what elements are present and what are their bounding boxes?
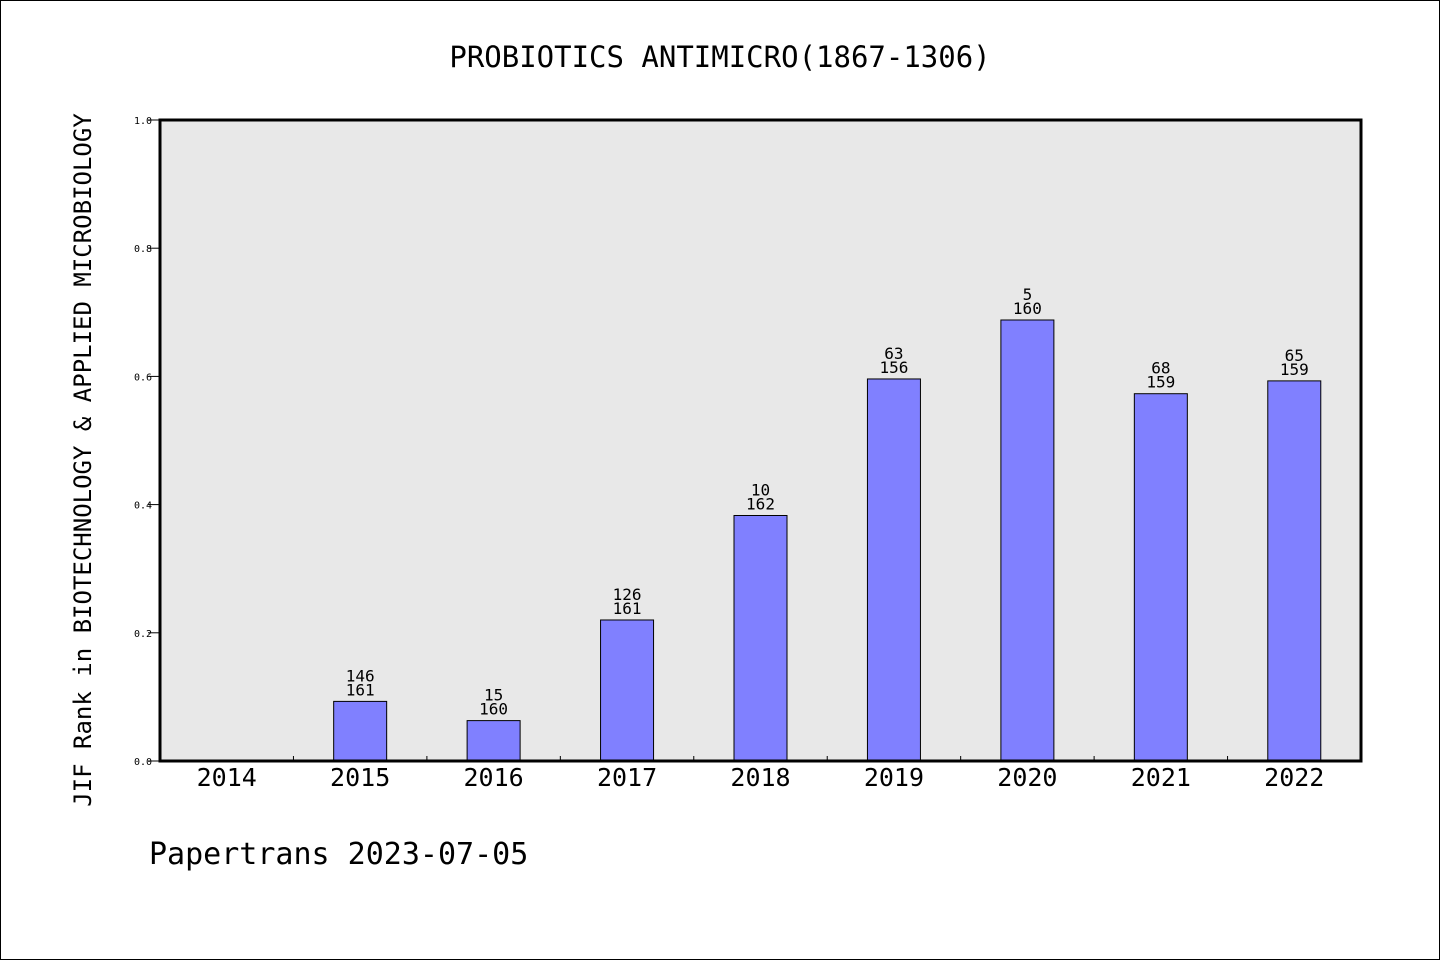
chart-title: PROBIOTICS ANTIMICRO(1867-1306)	[449, 40, 990, 74]
x-tick-label: 2014	[197, 763, 257, 792]
y-tick-label: 0.8	[134, 244, 152, 255]
total-label: 160	[479, 700, 508, 719]
rank-label: 10	[751, 480, 770, 499]
bar	[1000, 319, 1055, 762]
rank-label: 146	[346, 666, 375, 685]
x-tick-label: 2015	[330, 763, 390, 792]
bar	[866, 378, 921, 762]
total-label: 159	[1146, 373, 1175, 392]
y-axis-label: JIF Rank in BIOTECHNOLOGY & APPLIED MICR…	[69, 113, 97, 807]
x-tick-label: 2020	[997, 763, 1057, 792]
x-tick-label: 2016	[464, 763, 524, 792]
bar	[600, 619, 655, 762]
x-tick-label: 2019	[864, 763, 924, 792]
y-tick-label: 0.4	[134, 501, 152, 512]
total-label: 159	[1280, 360, 1309, 379]
y-tick-label: 0.6	[134, 372, 152, 383]
total-label: 160	[1013, 299, 1042, 318]
y-tick-label: 1.0	[134, 116, 152, 127]
rank-label: 5	[1023, 285, 1033, 304]
total-label: 162	[746, 494, 775, 513]
total-label: 156	[879, 358, 908, 377]
total-label: 161	[613, 599, 642, 618]
bar	[1267, 380, 1322, 762]
x-tick-label: 2018	[730, 763, 790, 792]
rank-label: 65	[1285, 346, 1304, 365]
bar	[733, 514, 788, 762]
x-tick-label: 2021	[1131, 763, 1191, 792]
rank-label: 15	[484, 686, 503, 705]
y-tick-label: 0.2	[134, 629, 152, 640]
footer-credit: Papertrans 2023-07-05	[149, 837, 528, 872]
bars-layer	[333, 319, 1322, 762]
ticks-layer	[148, 119, 1229, 762]
plot-border	[158, 118, 1363, 763]
rank-label: 68	[1151, 359, 1170, 378]
y-tick-label: 0.0	[134, 757, 152, 768]
x-tick-label: 2022	[1264, 763, 1324, 792]
rank-label: 126	[613, 585, 642, 604]
bar	[466, 720, 521, 762]
bar	[1133, 393, 1188, 762]
x-tick-label: 2017	[597, 763, 657, 792]
total-label: 161	[346, 680, 375, 699]
bar	[333, 700, 388, 762]
rank-label: 63	[884, 344, 903, 363]
